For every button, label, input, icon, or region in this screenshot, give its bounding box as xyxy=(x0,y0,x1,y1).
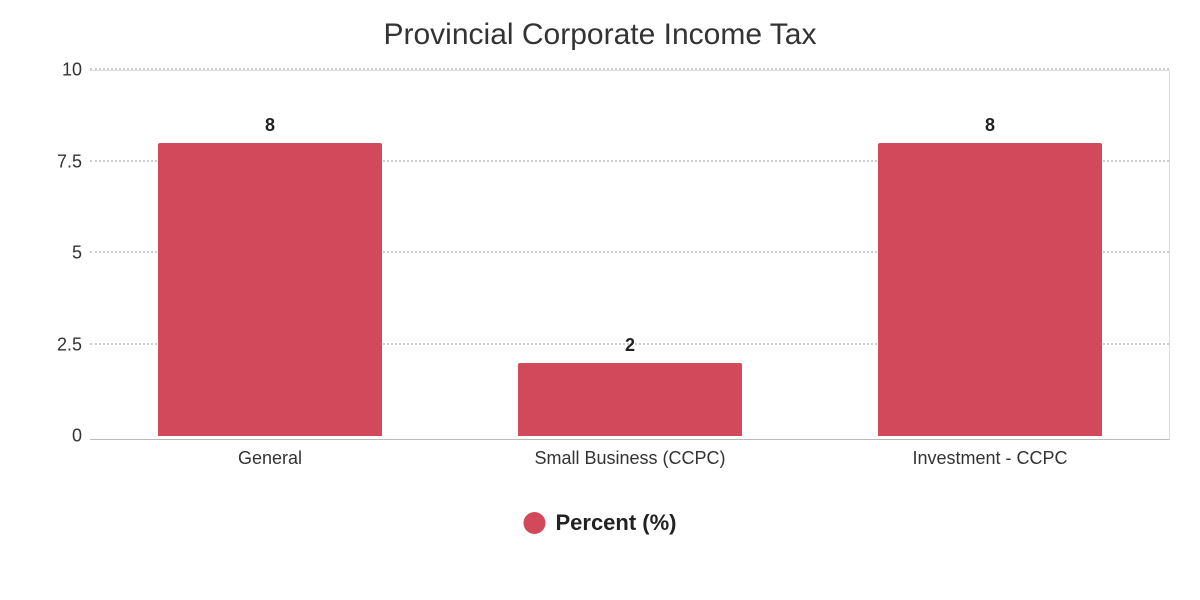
gridline xyxy=(90,68,1169,70)
ytick-label: 5 xyxy=(22,243,82,264)
ytick-label: 7.5 xyxy=(22,151,82,172)
bar-value-label: 2 xyxy=(518,335,741,356)
legend-marker xyxy=(523,512,545,534)
plot-area: 8 2 8 xyxy=(90,70,1170,440)
x-axis-baseline xyxy=(90,439,1169,440)
legend: Percent (%) xyxy=(523,510,676,536)
chart-title: Provincial Corporate Income Tax xyxy=(0,0,1200,52)
xtick-label: Small Business (CCPC) xyxy=(534,448,725,469)
ytick-label: 10 xyxy=(22,60,82,81)
bar-value-label: 8 xyxy=(158,115,381,136)
bar: 2 xyxy=(518,363,741,436)
bar-value-label: 8 xyxy=(878,115,1101,136)
legend-label: Percent (%) xyxy=(555,510,676,536)
bar: 8 xyxy=(158,143,381,436)
ytick-label: 0 xyxy=(22,426,82,447)
bar: 8 xyxy=(878,143,1101,436)
ytick-label: 2.5 xyxy=(22,334,82,355)
xtick-label: General xyxy=(238,448,302,469)
xtick-label: Investment - CCPC xyxy=(912,448,1067,469)
